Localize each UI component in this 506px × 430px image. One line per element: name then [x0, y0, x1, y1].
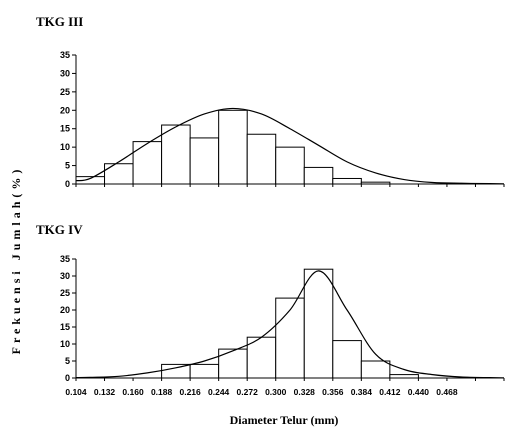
y-tick-label: 0	[65, 373, 70, 383]
x-axis-label: Diameter Telur (mm)	[230, 413, 339, 427]
x-tick-label: 0.216	[179, 387, 201, 397]
histogram-bar	[161, 124, 191, 185]
y-tick-label: 25	[60, 87, 70, 97]
histogram-bar	[275, 146, 305, 185]
histogram-bar	[275, 297, 305, 379]
histogram-bar	[161, 363, 191, 379]
y-tick-label: 20	[60, 105, 70, 115]
histogram-bar	[189, 137, 220, 185]
histogram-bar	[218, 109, 248, 185]
x-tick-label: 0.160	[122, 387, 144, 397]
fitted-curve	[75, 107, 505, 185]
y-tick-label: 10	[60, 339, 70, 349]
x-tick-label: 0.272	[237, 387, 259, 397]
histogram-bar	[218, 348, 248, 379]
x-tick-label: 0.328	[294, 387, 316, 397]
y-tick-label: 15	[60, 124, 70, 134]
x-tick-label: 0.468	[436, 387, 458, 397]
panel-tkg-iv: 0 5 10 15 20 25 30 35	[60, 254, 505, 383]
x-tick-label: 0.384	[351, 387, 373, 397]
x-tick-label: 0.188	[151, 387, 173, 397]
y-tick-label: 35	[60, 50, 70, 60]
y-tick-label: 10	[60, 142, 70, 152]
x-tick-label: 0.300	[265, 387, 287, 397]
y-tick-label: 25	[60, 288, 70, 298]
x-tick-labels: 0.104 0.132 0.160 0.188 0.216 0.244 0.272 0.300…	[65, 387, 457, 397]
panel-tkg-iii: 0 5 10 15 20 25 30 35	[60, 50, 505, 189]
x-tick-label: 0.104	[65, 387, 87, 397]
histogram-bar	[332, 177, 362, 185]
x-tick-label: 0.244	[208, 387, 230, 397]
y-tick-label: 35	[60, 254, 70, 264]
histogram-bar	[189, 363, 220, 379]
histogram-bar	[104, 163, 134, 185]
x-tick-label: 0.440	[408, 387, 430, 397]
y-tick-label: 5	[65, 356, 70, 366]
histogram-bar	[246, 133, 277, 185]
histogram-bar	[303, 166, 334, 185]
y-tick-label: 5	[65, 161, 70, 171]
histogram-bar	[303, 268, 334, 379]
histogram-bar	[132, 141, 163, 185]
x-tick-label: 0.412	[379, 387, 401, 397]
y-axis-label: Frekuensi Jumlah(%)	[9, 166, 23, 355]
y-tick-label: 30	[60, 68, 70, 78]
y-tick-label: 20	[60, 305, 70, 315]
histogram-bar	[389, 374, 419, 379]
x-tick-label: 0.132	[94, 387, 116, 397]
x-tick-label: 0.356	[322, 387, 344, 397]
y-tick-label: 30	[60, 271, 70, 281]
panel-title-tkg-iv: TKG IV	[36, 222, 83, 237]
panel-title-tkg-iii: TKG III	[36, 14, 83, 29]
y-tick-label: 0	[65, 179, 70, 189]
histogram-bar	[360, 360, 391, 379]
y-tick-label: 15	[60, 322, 70, 332]
histogram-bar	[332, 340, 362, 379]
fitted-curve	[75, 270, 505, 379]
